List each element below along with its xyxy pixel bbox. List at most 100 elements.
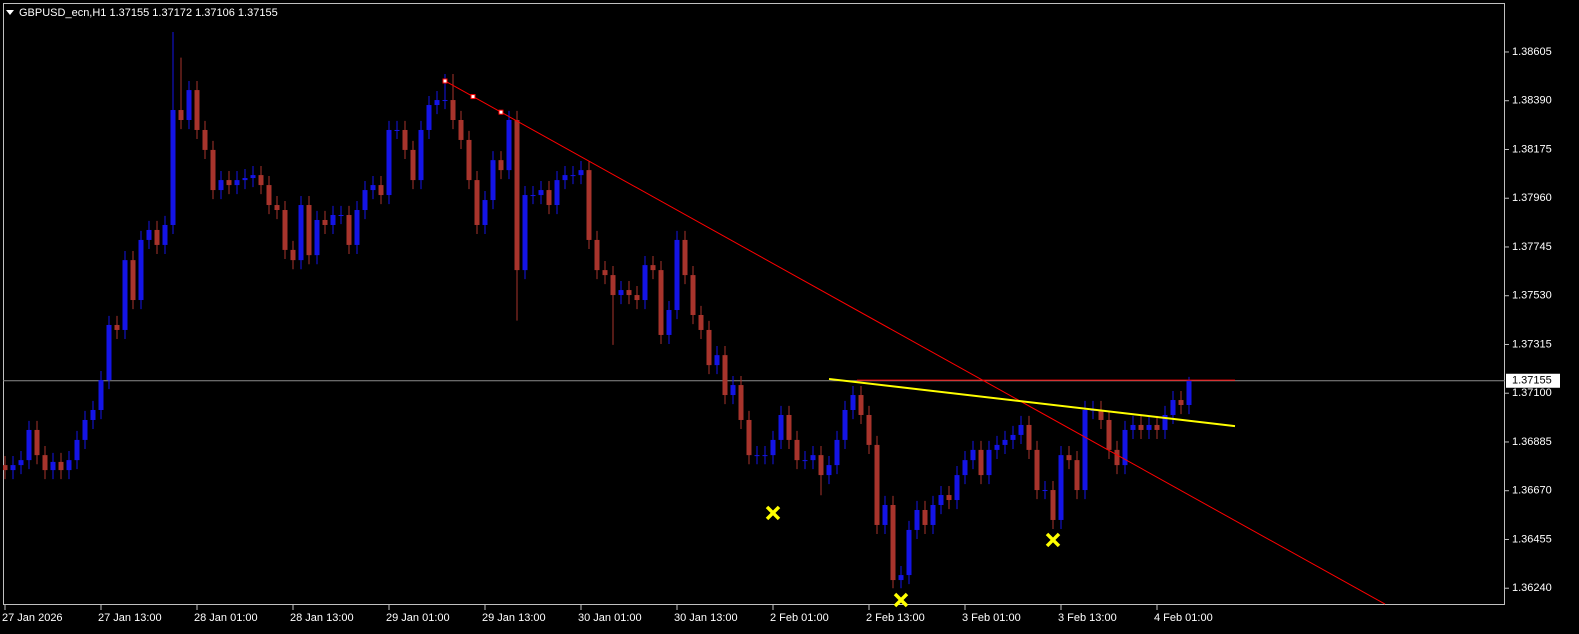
candle-body [506,119,512,171]
candle-body [146,229,152,240]
candle-body [338,215,344,217]
x-tick-label: 4 Feb 01:00 [1154,612,1213,624]
candle-body [26,429,32,461]
candle-body [546,190,552,206]
x-tick-label: 28 Jan 13:00 [290,612,354,624]
candle-body [954,475,960,501]
candle-body [306,205,312,256]
candle-body [866,414,872,445]
candle-body [778,414,784,440]
candle-body [986,449,992,476]
candle-body [594,239,600,271]
candle-body [810,455,816,461]
candle-body [258,175,264,186]
candle-body [1186,380,1192,406]
cross-marker [765,505,781,521]
y-tick-label: 1.38175 [1512,143,1552,155]
x-tick-label: 29 Jan 01:00 [386,612,450,624]
candle-body [1130,424,1136,430]
trendline [444,80,1386,605]
candle-body [250,175,256,179]
x-tick-label: 29 Jan 13:00 [482,612,546,624]
candle-body [1106,419,1112,450]
candle-body [1154,424,1160,430]
candle-body [1178,400,1184,406]
y-tick-label: 1.38390 [1512,95,1552,107]
candle-body [322,219,328,225]
candle-body [970,449,976,461]
trendline [828,377,1236,428]
candle-body [178,110,184,120]
candle-body [74,439,80,461]
candle-body [586,170,592,240]
x-tick-label: 2 Feb 01:00 [770,612,829,624]
candle-body [666,310,672,335]
candle-body [226,180,232,186]
candle-body [458,119,464,140]
candle-body [562,175,568,181]
candle-body [874,444,880,525]
candle-body [442,100,448,102]
candle-body [194,90,200,130]
candle-body [570,175,576,177]
candle-body [122,260,128,330]
last-price-label: 1.37155 [1512,375,1552,387]
plot-area [3,32,1505,605]
candle-body [514,119,520,271]
candle-body [1042,490,1048,492]
candle-body [754,455,760,457]
candle-body [690,275,696,315]
candle-body [674,239,680,311]
candle-body [602,270,608,276]
trendline-handle [498,109,504,115]
candle-body [882,505,888,525]
candle-body [1170,400,1176,415]
candle-body [10,465,16,471]
y-tick-label: 1.37315 [1512,338,1552,350]
candle-body [426,105,432,130]
candle-body [82,419,88,440]
candle-body [770,439,776,456]
candle-body [650,265,656,271]
candle-body [626,290,632,296]
y-tick-label: 1.38605 [1512,46,1552,58]
trendline-handle [442,78,448,84]
candle-body [66,460,72,471]
candle-body [618,290,624,296]
plot-frame [3,3,1505,605]
candle-body [730,385,736,396]
candle-body [538,190,544,196]
candle-body [218,180,224,191]
candle-body [1138,424,1144,430]
candle-body [346,215,352,245]
last-price-box [1506,373,1560,388]
candle-body [794,439,800,461]
candle-body [474,180,480,225]
candle-body [826,465,832,476]
candle-body [1098,410,1104,420]
candle-body [842,410,848,440]
candle-body [858,395,864,415]
candle-body [682,239,688,276]
candle-body [1010,434,1016,440]
y-tick-label: 1.37745 [1512,241,1552,253]
cross-marker [1045,532,1061,548]
candle-body [242,178,248,181]
candle-body [386,129,392,196]
candle-body [402,129,408,150]
candle-body [266,185,272,206]
candle-body [1066,455,1072,461]
y-tick-label: 1.37960 [1512,192,1552,204]
candle-body [890,505,896,581]
candle-body [170,110,176,225]
candle-body [786,414,792,440]
y-tick-label: 1.37100 [1512,387,1552,399]
candle-body [578,170,584,176]
candle-body [434,100,440,106]
x-tick-label: 30 Jan 01:00 [578,612,642,624]
candle-body [482,200,488,225]
symbol-menu-arrow[interactable] [6,10,14,15]
candle-body [698,314,704,330]
candle-body [922,509,928,525]
